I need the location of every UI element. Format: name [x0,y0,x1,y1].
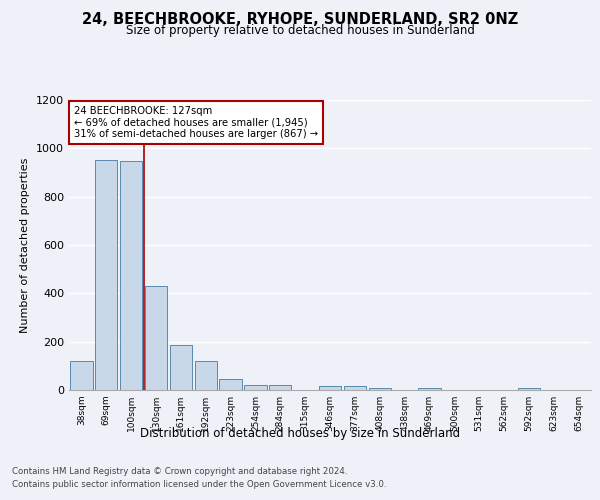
Bar [518,388,540,390]
Bar [95,160,118,390]
Bar [319,386,341,390]
Bar [70,361,92,390]
Bar [418,388,440,390]
Text: Distribution of detached houses by size in Sunderland: Distribution of detached houses by size … [140,428,460,440]
Text: Size of property relative to detached houses in Sunderland: Size of property relative to detached ho… [125,24,475,37]
Bar [220,379,242,390]
Bar [194,361,217,390]
Bar [368,388,391,390]
Bar [244,385,266,390]
Bar [344,386,366,390]
Text: 24, BEECHBROOKE, RYHOPE, SUNDERLAND, SR2 0NZ: 24, BEECHBROOKE, RYHOPE, SUNDERLAND, SR2… [82,12,518,28]
Bar [170,346,192,390]
Text: 24 BEECHBROOKE: 127sqm
← 69% of detached houses are smaller (1,945)
31% of semi-: 24 BEECHBROOKE: 127sqm ← 69% of detached… [74,106,319,139]
Bar [269,385,292,390]
Y-axis label: Number of detached properties: Number of detached properties [20,158,31,332]
Bar [120,161,142,390]
Bar [145,286,167,390]
Text: Contains public sector information licensed under the Open Government Licence v3: Contains public sector information licen… [12,480,386,489]
Text: Contains HM Land Registry data © Crown copyright and database right 2024.: Contains HM Land Registry data © Crown c… [12,468,347,476]
